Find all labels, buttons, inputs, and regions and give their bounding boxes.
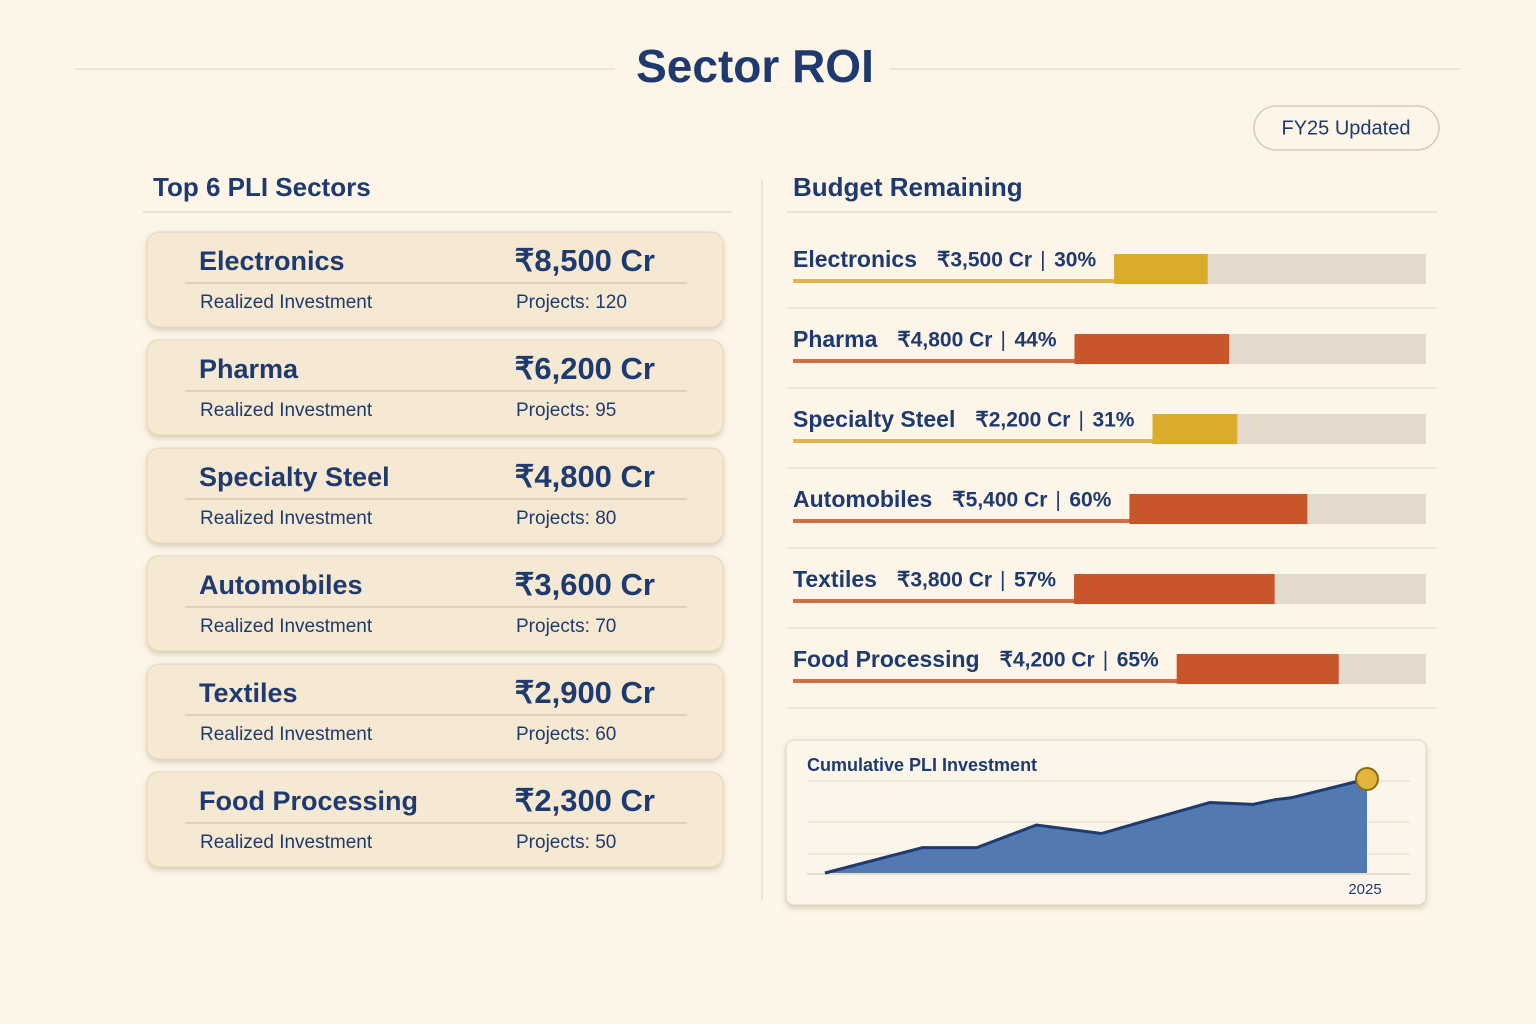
sector-label: Realized Investment — [200, 832, 373, 853]
budget-name: Automobiles — [793, 486, 932, 512]
sector-card — [146, 339, 724, 436]
bar-underline — [793, 439, 1198, 443]
sector-label: Realized Investment — [200, 724, 373, 745]
sector-projects: Projects: 95 — [516, 400, 616, 421]
chart-title: Cumulative PLI Investment — [807, 755, 1037, 775]
area — [825, 779, 1367, 873]
budget-amount: ₹2,200 Cr — [975, 409, 1070, 432]
sector-card — [146, 771, 724, 868]
sector-projects: Projects: 120 — [516, 292, 627, 313]
sector-name: Textiles — [199, 678, 298, 708]
sector-card — [146, 663, 724, 760]
bar-underline — [793, 279, 1168, 283]
sector-label: Realized Investment — [200, 292, 373, 313]
budget-sep: | — [1040, 249, 1045, 272]
budget-amount: ₹4,200 Cr — [1000, 649, 1095, 672]
sector-projects: Projects: 50 — [516, 832, 616, 853]
budget-name: Pharma — [793, 326, 878, 352]
section-title: Top 6 PLI Sectors — [153, 172, 371, 202]
bar-underline — [793, 519, 1268, 523]
budget-sep: | — [1055, 489, 1060, 512]
sector-name: Specialty Steel — [199, 462, 390, 492]
budget-percent: 31% — [1092, 409, 1134, 432]
budget-percent: 65% — [1117, 649, 1159, 672]
sector-amount: ₹8,500 Cr — [515, 243, 655, 278]
sector-projects: Projects: 80 — [516, 508, 616, 529]
section-title: Budget Remaining — [793, 172, 1023, 202]
sector-name: Automobiles — [199, 570, 363, 600]
sector-amount: ₹4,800 Cr — [515, 459, 655, 494]
budget-sep: | — [1000, 569, 1005, 592]
bar-underline — [793, 599, 1235, 603]
bar-underline — [793, 359, 1190, 363]
budget-name: Electronics — [793, 246, 917, 272]
sector-amount: ₹2,300 Cr — [515, 783, 655, 818]
page-title: Sector ROI — [636, 40, 874, 92]
budget-percent: 57% — [1014, 569, 1056, 592]
budget-name: Specialty Steel — [793, 406, 955, 432]
end-point — [1355, 767, 1379, 791]
budget-name: Food Processing — [793, 646, 980, 672]
budget-name: Textiles — [793, 566, 877, 592]
budget-amount: ₹5,400 Cr — [952, 489, 1047, 512]
budget-percent: 44% — [1014, 329, 1056, 352]
sector-card — [146, 447, 724, 544]
sector-card — [146, 555, 724, 652]
badge-text: FY25 Updated — [1282, 117, 1411, 139]
sector-projects: Projects: 70 — [516, 616, 616, 637]
badge[interactable] — [1253, 105, 1440, 151]
line — [824, 777, 1368, 875]
sector-name: Food Processing — [199, 786, 418, 816]
budget-percent: 30% — [1054, 249, 1096, 272]
sector-label: Realized Investment — [200, 508, 373, 529]
budget-sep: | — [1000, 329, 1005, 352]
budget-percent: 60% — [1069, 489, 1111, 512]
sector-amount: ₹6,200 Cr — [515, 351, 655, 386]
sector-projects: Projects: 60 — [516, 724, 616, 745]
budget-amount: ₹3,800 Cr — [897, 569, 992, 592]
budget-sep: | — [1078, 409, 1083, 432]
sector-amount: ₹3,600 Cr — [515, 567, 655, 602]
x-label: 2025 — [1348, 881, 1381, 898]
sector-name: Electronics — [199, 246, 345, 276]
budget-amount: ₹3,500 Cr — [937, 249, 1032, 272]
budget-sep: | — [1103, 649, 1108, 672]
bar-underline — [793, 679, 1299, 683]
budget-amount: ₹4,800 Cr — [897, 329, 992, 352]
sector-card — [146, 231, 724, 328]
sector-amount: ₹2,900 Cr — [515, 675, 655, 710]
sector-label: Realized Investment — [200, 400, 373, 421]
sector-name: Pharma — [199, 354, 299, 384]
sector-label: Realized Investment — [200, 616, 373, 637]
